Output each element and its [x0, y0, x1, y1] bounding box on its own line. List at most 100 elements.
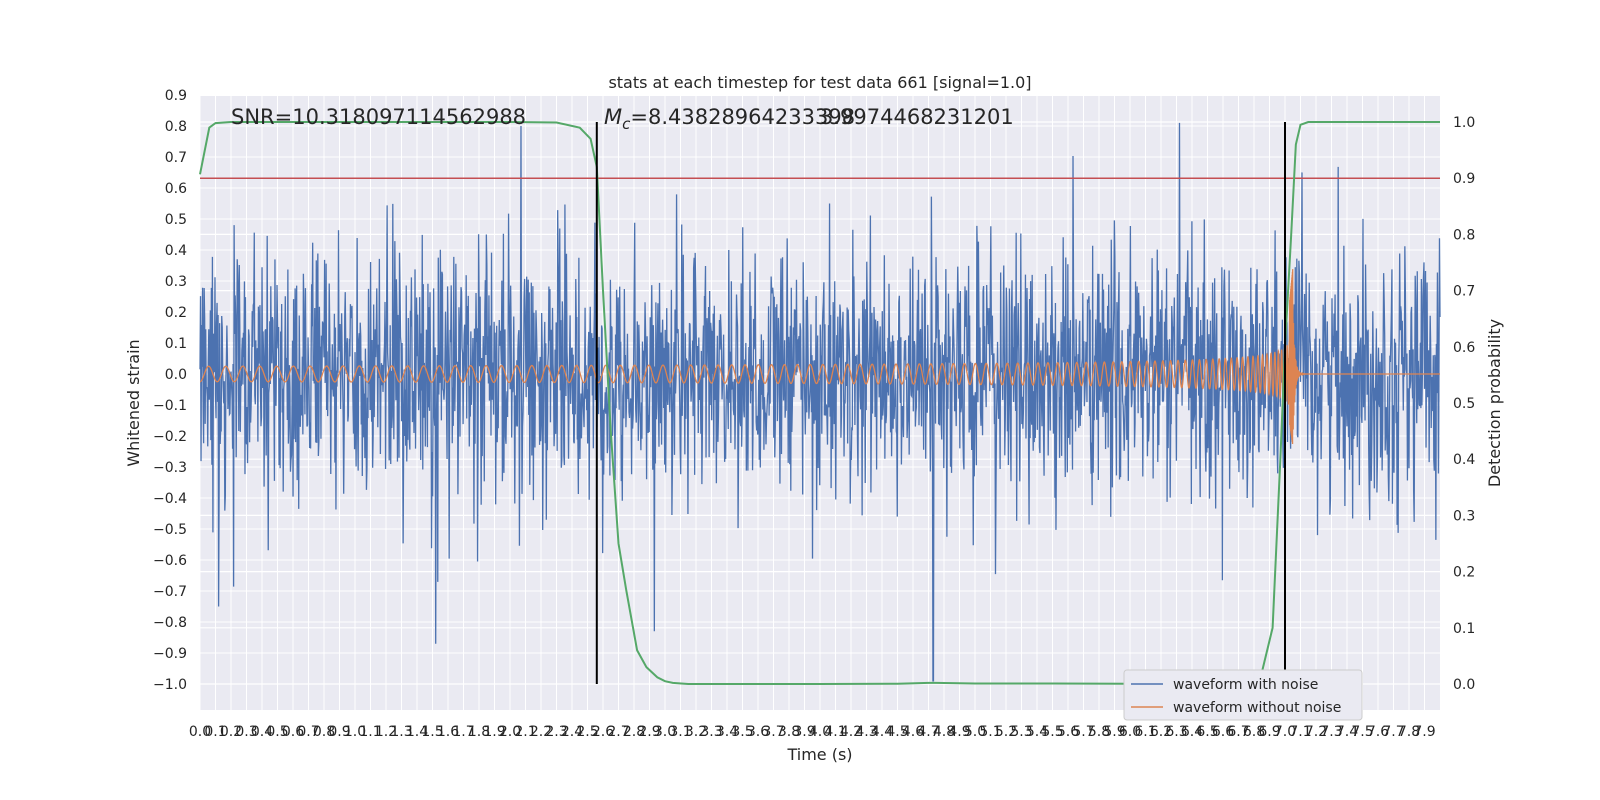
x-tick-label: 0.5: [266, 724, 288, 740]
mc-symbol: M: [604, 105, 622, 129]
x-tick-label: 6.5: [1196, 724, 1218, 740]
x-tick-label: 2.3: [545, 724, 567, 740]
series-detection-probability: [199, 121, 1440, 686]
probability-path: [199, 121, 1440, 686]
x-tick-label: 7.3: [1320, 724, 1342, 740]
x-tick-label: 2.6: [592, 724, 614, 740]
x-tick-label: 4.5: [886, 724, 908, 740]
legend-label-clean: waveform without noise: [1173, 700, 1341, 716]
y-tick-label: −0.1: [153, 398, 187, 414]
y-tick-label: −1.0: [153, 677, 187, 693]
x-tick-label: 1.9: [483, 724, 505, 740]
x-tick-label: 0.8: [313, 724, 335, 740]
y-tick-label: 0.9: [165, 88, 187, 104]
y-tick-label: 0.6: [165, 181, 187, 197]
x-tick-label: 5.1: [979, 724, 1001, 740]
x-tick-label: 6.6: [1212, 724, 1234, 740]
x-tick-label: 1.1: [359, 724, 381, 740]
y2-tick-label: 0.0: [1453, 677, 1475, 693]
mc-overlap-text: 3.9974468231201: [820, 105, 1014, 129]
y-tick-label: 0.4: [165, 243, 187, 259]
x-tick-label: 7.8: [1398, 724, 1420, 740]
noise-waveform-path: [199, 122, 1441, 682]
x-tick-label: 1.2: [375, 724, 397, 740]
x-tick-label: 6.4: [1181, 724, 1203, 740]
x-tick-label: 5.2: [995, 724, 1017, 740]
legend-label-noise: waveform with noise: [1173, 677, 1318, 693]
x-tick-label: 2.1: [514, 724, 536, 740]
y2-tick-label: 0.9: [1453, 171, 1475, 187]
x-tick-label: 4.6: [902, 724, 924, 740]
x-tick-label: 1.5: [421, 724, 443, 740]
x-tick-label: 7.4: [1336, 724, 1358, 740]
y2-tick-label: 0.6: [1453, 340, 1475, 356]
mc-subscript: c: [622, 115, 631, 133]
x-tick-label: 4.4: [871, 724, 893, 740]
svg-text:Mc=8.43828964233398: Mc=8.43828964233398: [604, 105, 855, 133]
x-tick-label: 3.5: [731, 724, 753, 740]
y-tick-label: −0.3: [153, 460, 187, 476]
x-tick-label: 4.0: [809, 724, 831, 740]
y2-tick-label: 0.4: [1453, 452, 1475, 468]
x-tick-label: 6.8: [1243, 724, 1265, 740]
x-tick-label: 7.7: [1382, 724, 1404, 740]
x-tick-label: 1.3: [390, 724, 412, 740]
x-tick-label: 7.1: [1289, 724, 1311, 740]
x-tick-label: 1.8: [468, 724, 490, 740]
x-tick-label: 3.1: [669, 724, 691, 740]
snr-annotation: SNR=10.318097114562988: [231, 105, 526, 129]
x-tick-label: 5.3: [1010, 724, 1032, 740]
x-tick-label: 4.3: [855, 724, 877, 740]
x-tick-label: 0.6: [282, 724, 304, 740]
y-tick-label: 0.5: [165, 212, 187, 228]
y-tick-label: −0.6: [153, 553, 187, 569]
x-tick-label: 2.9: [638, 724, 660, 740]
y2-tick-label: 0.3: [1453, 508, 1475, 524]
x-tick-label: 7.2: [1305, 724, 1327, 740]
y-tick-label: 0.0: [165, 367, 187, 383]
y-axis-label: Whitened strain: [124, 339, 143, 466]
y2-tick-label: 0.5: [1453, 396, 1475, 412]
x-tick-label: 3.3: [700, 724, 722, 740]
x-tick-label: 6.7: [1227, 724, 1249, 740]
y-tick-label: −0.7: [153, 584, 187, 600]
x-tick-label: 6.9: [1258, 724, 1280, 740]
y2-axis-ticks: 1.0 0.9 0.8 0.7 0.6 0.5 0.4 0.3 0.2 0.1 0.0: [1453, 115, 1475, 693]
y2-axis-label: Detection probability: [1485, 319, 1504, 487]
x-tick-label: 6.3: [1165, 724, 1187, 740]
x-tick-label: 4.9: [948, 724, 970, 740]
y-tick-label: 0.3: [165, 274, 187, 290]
legend-box: [1123, 669, 1363, 721]
x-tick-label: 3.2: [685, 724, 707, 740]
x-tick-label: 3.6: [747, 724, 769, 740]
x-tick-label: 7.5: [1351, 724, 1373, 740]
x-axis-label: Time (s): [786, 745, 852, 764]
x-tick-label: 4.2: [840, 724, 862, 740]
x-tick-label: 3.7: [762, 724, 784, 740]
x-tick-label: 3.8: [778, 724, 800, 740]
x-tick-label: 0.3: [235, 724, 257, 740]
x-tick-label: 0.4: [251, 724, 273, 740]
vertical-markers: [595, 122, 1286, 684]
y-tick-label: −0.8: [153, 615, 187, 631]
y2-tick-label: 0.7: [1453, 284, 1475, 300]
y-tick-label: 0.7: [165, 150, 187, 166]
series-waveform-without-noise: [199, 269, 1440, 445]
y2-tick-label: 1.0: [1453, 115, 1475, 131]
y2-tick-label: 0.1: [1453, 621, 1475, 637]
x-tick-label: 2.4: [561, 724, 583, 740]
y2-tick-label: 0.8: [1453, 227, 1475, 243]
x-tick-label: 5.8: [1088, 724, 1110, 740]
x-tick-label: 4.8: [933, 724, 955, 740]
series-waveform-with-noise: [199, 122, 1441, 682]
chirp-mass-annotation: Mc=8.43828964233398 3.9974468231201: [604, 105, 1014, 133]
x-tick-label: 6.1: [1134, 724, 1156, 740]
x-axis-ticks: 0.00.10.20.30.40.50.60.70.80.91.01.11.21…: [189, 724, 1436, 740]
x-tick-label: 3.9: [793, 724, 815, 740]
x-tick-label: 6.0: [1119, 724, 1141, 740]
y-tick-label: −0.5: [153, 522, 187, 538]
x-tick-label: 3.0: [654, 724, 676, 740]
x-tick-label: 1.0: [344, 724, 366, 740]
x-tick-label: 2.8: [623, 724, 645, 740]
